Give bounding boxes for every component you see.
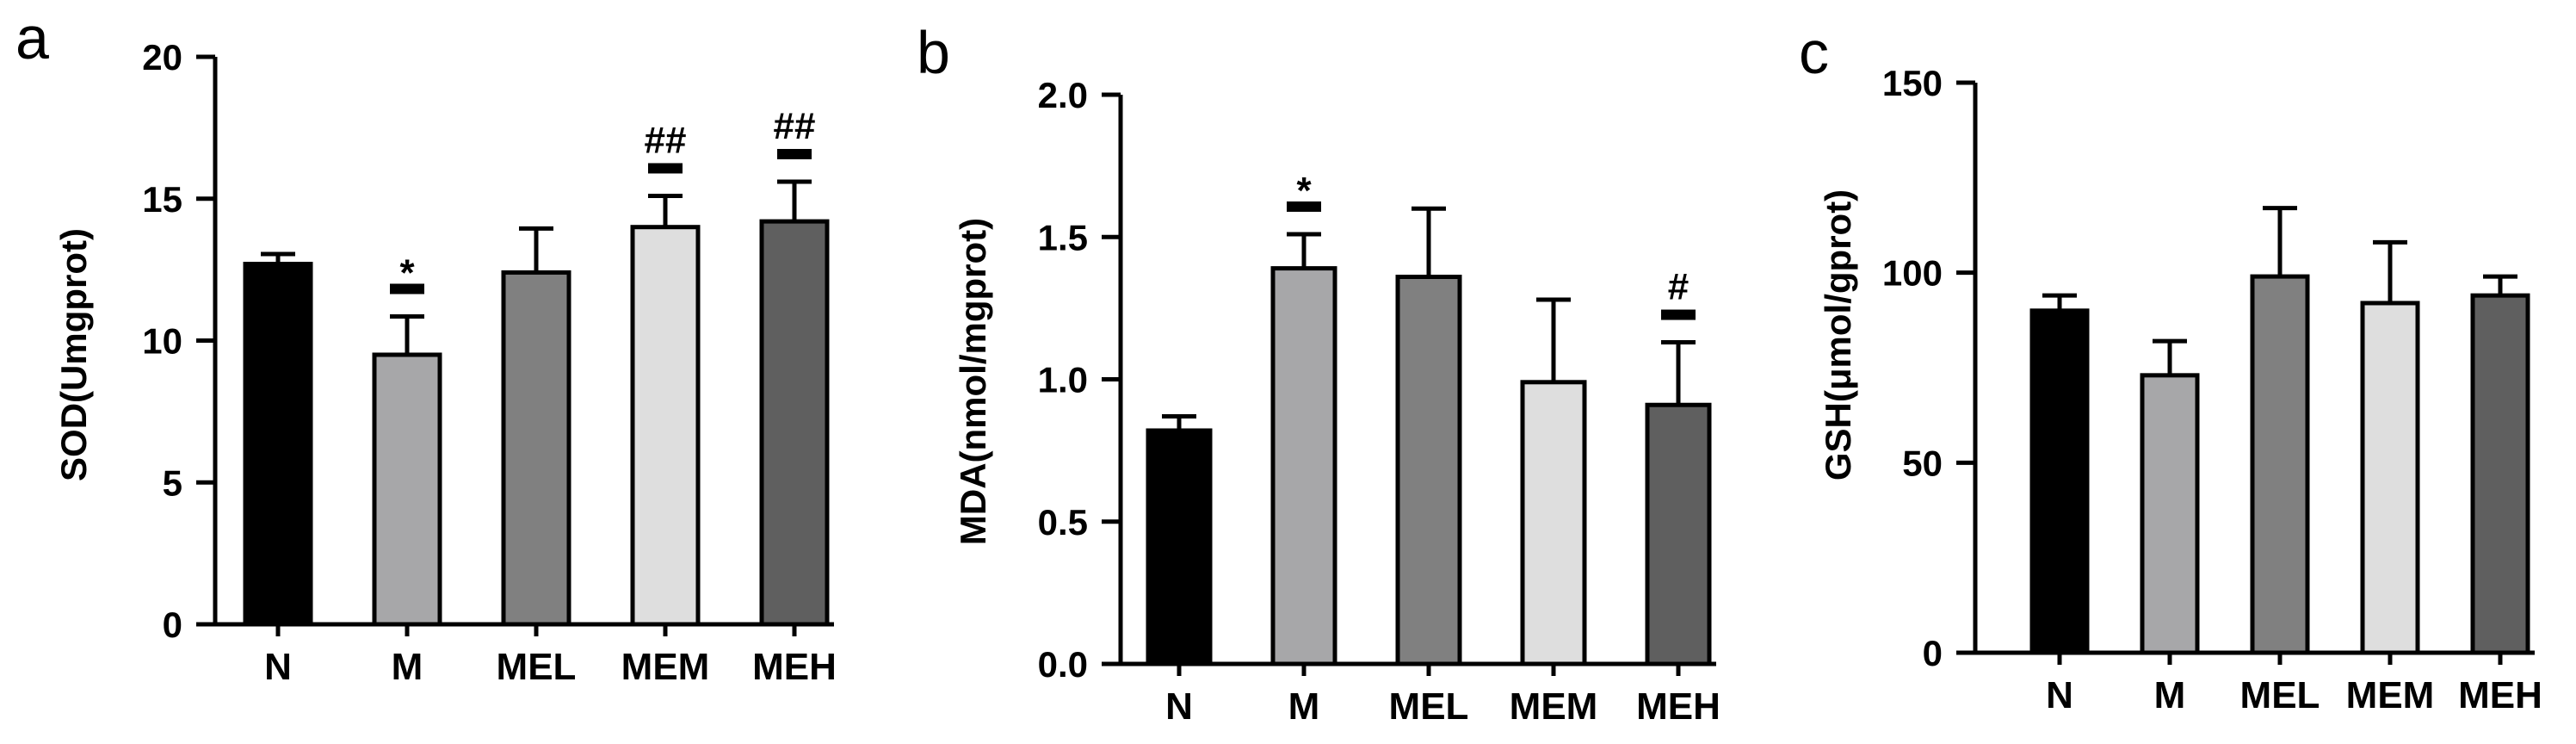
y-tick-label: 0 [1923, 633, 1943, 673]
y-tick-label: 5 [163, 462, 182, 503]
significance-bar [777, 148, 812, 159]
y-tick-label: 100 [1882, 253, 1943, 294]
bar [1270, 266, 1337, 666]
x-tick-label: MEL [497, 646, 577, 688]
significance-bar [648, 163, 683, 174]
bar [759, 219, 830, 627]
bar [2360, 301, 2420, 655]
y-axis-title: GSH(μmol/gprot) [1818, 189, 1858, 480]
x-tick-label: N [2046, 674, 2073, 716]
x-tick-label: MEM [1510, 685, 1598, 728]
panel-letter-b: b [917, 19, 950, 86]
y-tick-label: 15 [142, 179, 182, 220]
significance-mark: ## [645, 119, 687, 161]
significance-mark: * [399, 251, 415, 294]
bar [1645, 402, 1712, 666]
x-tick-label: MEH [1636, 685, 1720, 728]
y-tick-label: 0.0 [1038, 644, 1088, 685]
panel-a: a SOD(Umgprot) 0 5 10 15 20 N M * MEL MEM ## MEH ## [15, 4, 837, 688]
panel-letter-a: a [15, 4, 49, 71]
y-axis-title: MDA(nmol/mgprot) [953, 218, 993, 545]
x-tick-label: MEH [752, 646, 837, 688]
significance-mark: # [1668, 266, 1689, 308]
bar [372, 352, 442, 627]
bar [2470, 293, 2530, 655]
significance-bar [1287, 201, 1321, 212]
x-tick-label: N [264, 646, 292, 688]
x-tick-label: MEL [2240, 674, 2320, 716]
x-tick-label: M [1288, 685, 1320, 728]
bar [1520, 380, 1587, 666]
bar [1395, 275, 1462, 666]
x-tick-label: M [2154, 674, 2186, 716]
significance-mark: * [1296, 170, 1312, 212]
x-tick-label: MEH [2458, 674, 2542, 716]
y-tick-label: 2.0 [1038, 75, 1088, 115]
x-tick-label: N [1165, 685, 1193, 728]
y-tick-label: 0 [163, 604, 182, 645]
bar [501, 270, 571, 627]
y-tick-label: 10 [142, 321, 182, 362]
bar [243, 262, 313, 627]
x-tick-label: MEM [2346, 674, 2435, 716]
panel-letter-c: c [1799, 19, 1829, 86]
x-tick-label: M [392, 646, 423, 688]
y-tick-label: 50 [1902, 443, 1943, 483]
significance-mark: ## [774, 105, 816, 147]
panel-b: b MDA(nmol/mgprot) 0.0 0.5 1.0 1.5 2.0 N M * MEL… [917, 19, 1720, 728]
bar [2250, 274, 2310, 655]
y-tick-label: 150 [1882, 63, 1943, 103]
bar [1146, 428, 1213, 666]
x-tick-label: MEM [621, 646, 710, 688]
y-tick-label: 0.5 [1038, 502, 1088, 542]
bar [2140, 373, 2200, 655]
y-axis-title: SOD(Umgprot) [53, 228, 94, 481]
y-tick-label: 1.0 [1038, 360, 1088, 400]
bar [630, 225, 701, 627]
bar [2029, 308, 2090, 655]
panel-c: c GSH(μmol/gprot) 0 50 100 150 N M MEL MEM MEH [1799, 19, 2542, 716]
y-tick-label: 1.5 [1038, 217, 1088, 257]
y-tick-label: 20 [142, 37, 182, 78]
significance-bar [390, 283, 424, 294]
x-tick-label: MEL [1389, 685, 1469, 728]
significance-bar [1661, 309, 1696, 320]
